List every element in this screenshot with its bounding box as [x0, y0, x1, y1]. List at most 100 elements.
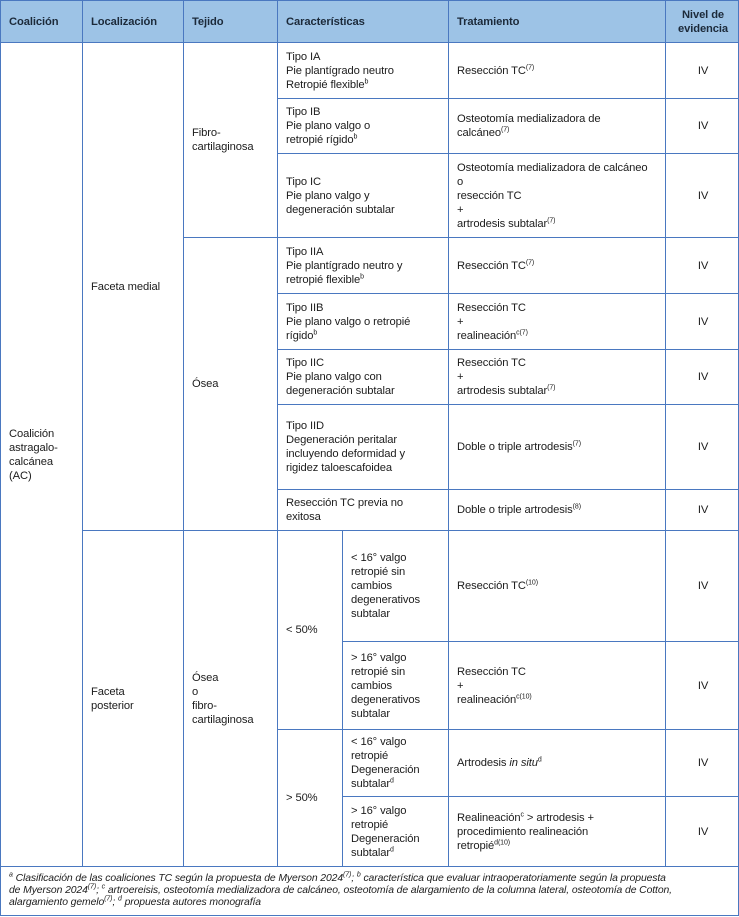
tratamiento-cell: Doble o triple artrodesis(8)	[448, 489, 667, 531]
superscript-reference: d	[117, 895, 122, 903]
text: IV	[697, 371, 709, 383]
tratamiento-cell: Resección TC + realineaciónc(10)	[448, 641, 667, 730]
table-row: Resección TC previa no exitosa Doble o tr…	[1, 489, 739, 531]
text: retropié sin	[351, 665, 406, 678]
text-line: incluyendo deformidad y	[286, 447, 442, 461]
caracteristicas-cell: Tipo IIC Pie plano valgo con degeneración …	[276, 349, 450, 405]
superscript-reference: b	[353, 133, 358, 141]
text: Pie plano valgo y	[286, 189, 370, 202]
text-line: Resección TC	[457, 665, 659, 679]
text-line: calcánea	[9, 455, 76, 469]
text: IV	[697, 441, 709, 453]
text-line: IV	[674, 64, 732, 78]
text-line: cambios	[351, 679, 442, 693]
text-line: artrodesis subtalar(7)	[457, 384, 659, 398]
text-line: Nivel de	[674, 8, 732, 22]
text-line: subtalar	[351, 607, 442, 621]
text: cambios	[351, 580, 392, 592]
text-line: > 16° valgo	[351, 804, 442, 818]
text-line: +	[457, 203, 659, 217]
text-line: Pie plano valgo o	[286, 119, 442, 133]
text-line: (AC)	[9, 469, 76, 483]
text-line: exitosa	[286, 510, 442, 524]
text-line: Degeneración	[351, 832, 442, 846]
superscript-reference: b	[313, 328, 318, 336]
text: realineación	[457, 329, 517, 342]
text: IV	[697, 259, 709, 272]
header-coalicion: Coalición	[0, 0, 83, 43]
superscript-reference: (7)	[525, 63, 535, 71]
text: Características	[286, 15, 365, 28]
nivel-cell: IV	[665, 293, 739, 350]
text: retropié	[457, 839, 495, 852]
text: Osteotomía medializadora de	[457, 113, 601, 125]
text: IV	[697, 825, 709, 838]
text-line: IV	[674, 756, 732, 770]
text-line: Tipo IA	[286, 50, 442, 64]
text-line: retropié flexibleb	[286, 273, 442, 287]
nivel-cell: IV	[665, 530, 739, 642]
table-row: Tipo IC Pie plano valgo y degeneración sub…	[1, 153, 739, 238]
text: Pie plano valgo o	[286, 120, 371, 132]
text-line: evidencia	[674, 22, 732, 36]
text: +	[457, 371, 464, 383]
text-line: posterior	[91, 699, 177, 713]
text-line: Resección TC(7)	[457, 64, 659, 78]
text-line: Tipo IIC	[286, 356, 442, 370]
text: Coalición	[9, 427, 55, 440]
text: artrodesis subtalar	[457, 217, 548, 230]
text-line: Osteotomía medializadora de	[457, 112, 659, 126]
tratamiento-cell: Realineaciónc > artrodesis + procedimient…	[448, 796, 667, 867]
superscript-reference: (7)	[501, 126, 510, 134]
text: Tipo IIC	[286, 357, 324, 369]
text-line: Realineaciónc > artrodesis +	[457, 811, 659, 825]
localizacion-cell: Faceta medial	[82, 42, 184, 531]
text-line: retropiéd(10)	[457, 839, 659, 853]
text: IV	[697, 315, 709, 328]
text: Degeneración	[351, 832, 420, 845]
text-line: realineaciónc(10)	[457, 693, 659, 707]
tratamiento-cell: Osteotomía medializadora de calcáneo o res…	[448, 153, 667, 238]
text-line: IV	[674, 579, 732, 593]
footnote: a Clasificación de las coaliciones TC se…	[0, 866, 739, 916]
text: +	[457, 203, 464, 216]
text: Pie plantígrado neutro	[286, 64, 394, 77]
text: Artrodesis	[457, 757, 510, 769]
text: degenerativos	[351, 594, 420, 606]
text-line: < 50%	[286, 623, 336, 637]
superscript-reference: c	[101, 883, 106, 891]
nivel-cell: IV	[665, 404, 739, 490]
text-line: Coalición	[9, 15, 76, 29]
text: retropié	[351, 818, 389, 831]
superscript-reference: d	[537, 756, 542, 764]
table-row: Ósea Tipo IIA Pie plantígrado neutro y ret…	[1, 237, 739, 531]
caracteristicas-cell: < 16° valgo retropié sin cambios degenerati…	[341, 530, 450, 642]
text: ;	[351, 873, 357, 884]
superscript-reference: (7)	[104, 895, 113, 903]
text: Tipo IIB	[286, 301, 324, 314]
tratamiento-cell: Osteotomía medializadora de calcáneo(7)	[448, 98, 667, 154]
caracteristicas-cell: Resección TC previa no exitosa	[276, 489, 450, 531]
text-line: cartilaginosa	[192, 140, 271, 154]
superscript-reference: b	[356, 871, 361, 879]
text-line: Tipo IC	[286, 175, 442, 189]
text-line: IV	[674, 119, 732, 133]
text: > artrodesis +	[523, 811, 594, 824]
text: fibro-	[192, 699, 217, 712]
text: cambios	[351, 679, 392, 692]
text-line: IV	[674, 503, 732, 517]
text: Coalición	[9, 15, 59, 28]
localizacion-cell: Faceta posterior	[82, 530, 184, 867]
text-line: Tipo IID	[286, 419, 442, 433]
superscript-reference: (7)	[572, 440, 581, 448]
nivel-cell: IV	[665, 42, 739, 99]
table-row: Tipo IB Pie plano valgo o retropié rígidob…	[1, 98, 739, 154]
text-line: Osteotomía medializadora de calcáneo	[457, 161, 659, 175]
table-row: Tipo IIC Pie plano valgo con degeneración …	[1, 349, 739, 405]
tratamiento-cell: Doble o triple artrodesis(7)	[448, 404, 667, 490]
text: retropié flexible	[286, 273, 361, 286]
text: Degeneración peritalar	[286, 434, 397, 446]
text: exitosa	[286, 511, 321, 523]
text: degeneración subtalar	[286, 385, 395, 397]
text: subtalar	[351, 778, 391, 790]
